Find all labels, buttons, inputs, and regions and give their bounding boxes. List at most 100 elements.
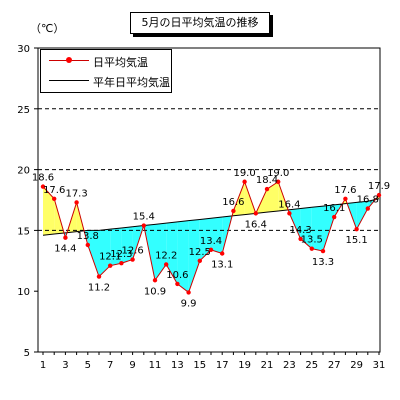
legend-item-daily: 日平均気温 — [41, 50, 171, 70]
data-label: 13.5 — [301, 235, 323, 246]
y-axis-unit: （℃） — [30, 22, 65, 35]
data-point — [108, 263, 113, 268]
legend-label-normal: 平年日平均気温 — [93, 76, 170, 89]
data-point — [242, 179, 247, 184]
data-label: 12.6 — [121, 246, 143, 257]
data-label: 16.1 — [323, 203, 345, 214]
x-tick-label: 21 — [261, 360, 274, 371]
fill-below-normal — [177, 220, 189, 293]
x-tick-label: 17 — [216, 360, 229, 371]
x-tick-label: 9 — [129, 360, 135, 371]
data-label: 12.5 — [189, 247, 211, 258]
legend-item-normal: 平年日平均気温 — [41, 70, 171, 90]
data-label: 15.4 — [133, 212, 155, 223]
normal-line — [42, 198, 380, 236]
fill-below-normal — [121, 226, 133, 264]
fill-below-normal — [155, 223, 167, 281]
fill-above-normal — [43, 186, 55, 236]
data-point — [208, 247, 214, 253]
fill-below-normal — [110, 227, 122, 266]
y-tick-label: 5 — [24, 348, 30, 359]
data-point — [197, 258, 202, 263]
y-tick-label: 30 — [17, 44, 30, 55]
fill-below-normal — [211, 217, 223, 254]
data-labels: 18.617.614.417.313.811.212.112.312.615.4… — [32, 168, 390, 310]
fill-below-normal — [323, 204, 335, 252]
data-label: 10.9 — [144, 286, 166, 297]
data-label: 12.1 — [99, 252, 121, 263]
x-axis-ticks: 1 3 5 7 9 11 13 15 17 19 21 23 25 27 29 31 — [40, 352, 386, 371]
data-point — [52, 196, 57, 201]
data-label: 18.6 — [32, 173, 54, 184]
data-label: 17.3 — [65, 188, 87, 199]
data-point — [365, 206, 370, 211]
data-label: 18.4 — [256, 175, 278, 186]
data-point — [320, 248, 326, 254]
data-point — [264, 186, 270, 192]
data-point — [152, 278, 158, 283]
x-tick-label: 5 — [85, 360, 91, 371]
data-point — [220, 251, 225, 256]
data-label: 11.2 — [88, 283, 110, 294]
data-label: 13.3 — [312, 257, 334, 268]
y-tick-label: 25 — [17, 105, 30, 116]
plot-frame — [37, 47, 381, 353]
legend: 日平均気温 平年日平均気温 — [40, 49, 172, 93]
data-label: 14.4 — [54, 244, 76, 255]
data-label: 19.0 — [267, 168, 289, 179]
data-point — [74, 200, 79, 205]
fill-below-normal — [311, 206, 323, 252]
data-label: 13.8 — [77, 231, 99, 242]
data-point — [276, 179, 281, 184]
data-label: 10.6 — [166, 270, 188, 281]
fill-below-normal — [199, 218, 211, 261]
data-label: 12.2 — [155, 250, 177, 261]
data-label: 12.3 — [110, 249, 132, 260]
data-point — [63, 235, 68, 240]
data-label: 17.9 — [368, 181, 390, 192]
x-tick-label: 27 — [328, 360, 341, 371]
data-label: 17.6 — [43, 185, 65, 196]
x-tick-label: 25 — [305, 360, 318, 371]
data-point — [253, 211, 258, 216]
data-point — [354, 226, 359, 232]
data-label: 13.1 — [211, 260, 233, 271]
daily-temperature-line — [40, 179, 382, 295]
data-point — [164, 262, 169, 267]
data-point — [332, 214, 337, 220]
y-tick-label: 10 — [17, 287, 30, 298]
x-tick-label: 19 — [238, 360, 251, 371]
data-point — [175, 281, 180, 287]
chart-title: 5月の日平均気温の推移 — [130, 12, 270, 34]
data-label: 15.1 — [345, 235, 367, 246]
data-label: 16.6 — [222, 197, 244, 208]
normal-temperature-line — [42, 198, 380, 236]
fill-below-normal — [87, 230, 99, 277]
fill-below-normal — [356, 201, 368, 230]
data-point — [40, 184, 46, 189]
data-label: 19.0 — [233, 168, 255, 179]
legend-marker-daily — [66, 57, 72, 63]
legend-label-daily: 日平均気温 — [93, 56, 148, 69]
data-point — [119, 261, 124, 266]
x-tick-label: 3 — [62, 360, 68, 371]
y-tick-label: 15 — [17, 226, 30, 237]
data-point — [309, 246, 314, 251]
x-tick-label: 31 — [373, 360, 386, 371]
fill-below-normal — [188, 219, 200, 293]
x-tick-label: 11 — [149, 360, 162, 371]
y-tick-label: 20 — [17, 166, 30, 177]
data-label: 17.6 — [334, 185, 356, 196]
y-axis-ticks: 5 10 15 20 25 30 — [17, 44, 38, 359]
fill-below-normal — [99, 229, 111, 277]
data-point — [298, 236, 303, 242]
data-point — [96, 274, 102, 279]
x-tick-label: 23 — [283, 360, 296, 371]
data-point — [85, 242, 91, 248]
x-tick-label: 13 — [171, 360, 184, 371]
fill-above-normal — [267, 181, 279, 213]
fill-below-normal — [300, 207, 312, 249]
data-point — [376, 192, 382, 198]
data-point — [130, 257, 135, 262]
